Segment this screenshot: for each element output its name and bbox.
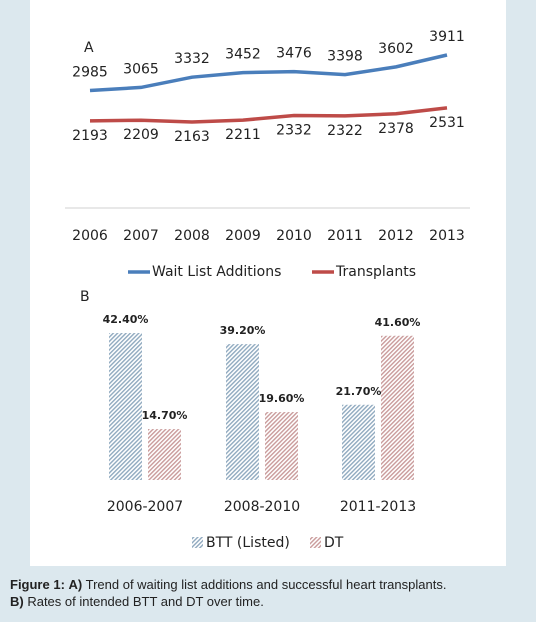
data-label: 3065 [123,61,159,77]
caption-part-a: A) [68,577,83,592]
bar [226,344,259,480]
data-label: 2531 [429,115,465,131]
x-tick-label: 2006-2007 [107,499,183,515]
x-tick-label: 2006 [72,228,108,244]
legend-swatch [310,537,321,548]
data-label: 21.70% [336,385,382,398]
x-tick-label: 2013 [429,228,465,244]
legend-label: Wait List Additions [152,264,281,280]
caption-part-b: B) [10,594,24,609]
bar [381,335,414,480]
data-label: 41.60% [375,316,421,329]
data-label: 2163 [174,129,210,145]
panel-label: A [84,40,94,56]
caption-figure: Figure 1: [10,577,65,592]
legend-label: BTT (Listed) [206,535,290,551]
x-tick-label: 2008-2010 [224,499,300,515]
x-tick-label: 2011-2013 [340,499,416,515]
data-label: 2985 [72,64,108,80]
series-line [89,53,448,93]
x-tick-label: 2011 [327,228,363,244]
x-tick-label: 2009 [225,228,261,244]
legend-label: DT [324,535,344,551]
x-tick-label: 2008 [174,228,210,244]
data-label: 3911 [429,29,465,45]
caption-text-b: Rates of intended BTT and DT over time. [23,594,264,609]
data-label: 14.70% [142,409,188,422]
legend-label: Transplants [335,264,416,280]
data-label: 2378 [378,121,414,137]
chart-panel: A 2006 2007 2008 2009 2010 2011 2012 2013 2985 306… [30,0,506,566]
x-tick-label: 2007 [123,228,159,244]
data-label: 39.20% [220,324,266,337]
series-line [89,106,448,124]
legend-swatch [192,537,203,548]
x-tick-label: 2012 [378,228,414,244]
data-label: 2211 [225,127,261,143]
bar [342,404,375,480]
data-label: 3602 [378,41,414,57]
data-label: 2332 [276,123,312,139]
caption-text-a: Trend of waiting list additions and succ… [82,577,447,592]
panel-background [30,0,506,566]
panel-label: B [80,289,90,305]
bar [109,333,142,480]
caption: Figure 1: A) Trend of waiting list addit… [10,576,530,610]
data-label: 2193 [72,128,108,144]
bar [148,429,181,480]
bar [265,412,298,480]
data-label: 19.60% [259,392,305,405]
data-label: 3332 [174,51,210,67]
data-label: 3452 [225,47,261,63]
data-label: 42.40% [103,313,149,326]
data-label: 2322 [327,123,363,139]
data-label: 3398 [327,49,363,65]
data-label: 3476 [276,46,312,62]
x-tick-label: 2010 [276,228,312,244]
data-label: 2209 [123,127,159,143]
